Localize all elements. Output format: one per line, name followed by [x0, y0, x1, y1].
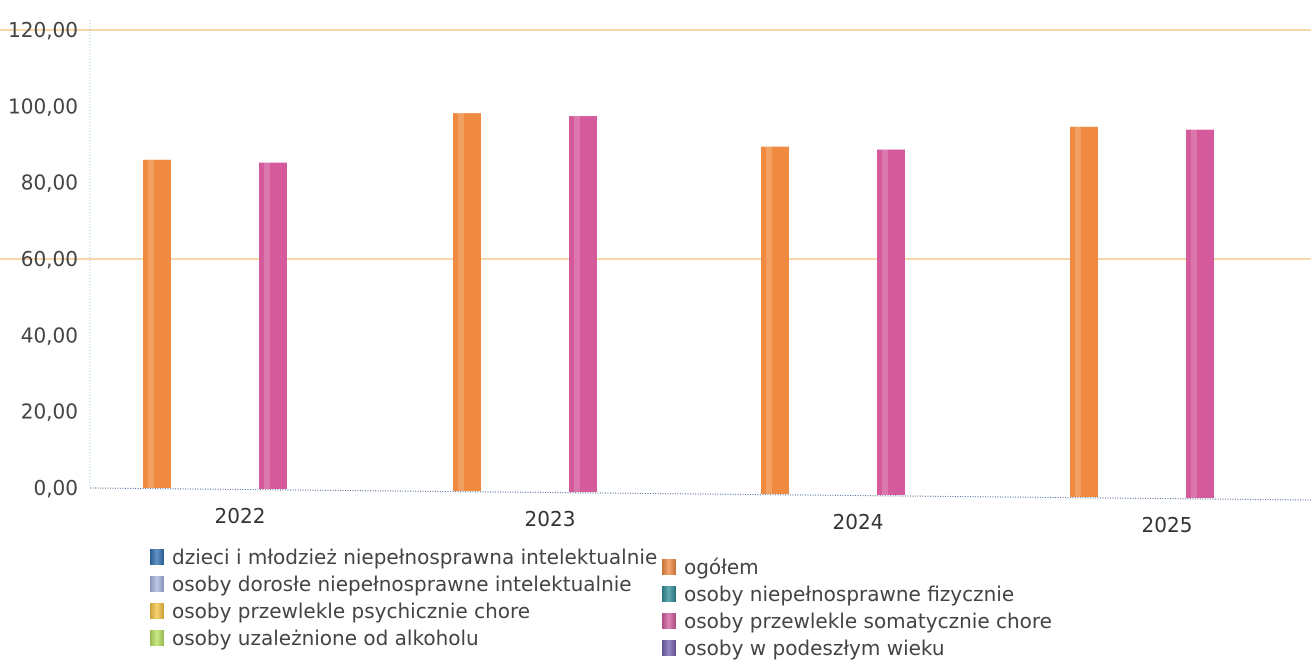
axes: [89, 20, 1311, 501]
bar: [569, 116, 597, 492]
legend-item: dzieci i młodzież niepełnosprawna intele…: [150, 545, 657, 569]
legend-swatch: [150, 576, 164, 592]
bar-highlight: [1075, 126, 1081, 498]
legend-item: osoby w podeszłym wieku: [662, 636, 945, 660]
bar-highlight: [574, 116, 580, 492]
y-tick-label: 40,00: [21, 323, 78, 347]
x-axis-ticks: 2022 2023 2024 2025: [215, 504, 1193, 537]
chart-area: 0,00 20,00 40,00 60,00 80,00 100,00 120,00 202…: [0, 18, 1311, 537]
y-tick-label: 20,00: [21, 400, 78, 424]
legend-swatch: [662, 613, 676, 629]
bar: [877, 149, 905, 495]
bar: [1070, 126, 1098, 498]
legend-item: osoby uzależnione od alkoholu: [150, 626, 479, 650]
legend-label: osoby przewlekle somatycznie chore: [684, 609, 1052, 633]
legend-swatch: [662, 559, 676, 575]
y-tick-label: 60,00: [21, 247, 78, 271]
legend-swatch: [662, 586, 676, 602]
bar: [1186, 129, 1214, 499]
bar: [761, 146, 789, 494]
bar-highlight: [148, 159, 154, 488]
legend-label: ogółem: [684, 555, 759, 579]
y-tick-label: 120,00: [8, 18, 78, 42]
x-tick-label: 2025: [1142, 513, 1193, 537]
legend-label: osoby przewlekle psychicznie chore: [172, 599, 531, 623]
x-tick-label: 2023: [525, 507, 576, 531]
bar-highlight: [882, 149, 888, 495]
legend-item: osoby dorosłe niepełnosprawne intelektua…: [150, 572, 632, 596]
bar: [259, 162, 287, 490]
x-axis-line: [89, 487, 1311, 501]
legend-label: osoby niepełnosprawne fizycznie: [684, 582, 1015, 606]
y-tick-label: 100,00: [8, 94, 78, 118]
legend-item: ogółem: [662, 555, 759, 579]
legend-label: osoby w podeszłym wieku: [684, 636, 945, 660]
bars: [143, 113, 1214, 499]
legend-swatch: [150, 630, 164, 646]
y-axis-ticks: 0,00 20,00 40,00 60,00 80,00 100,00 120,00: [8, 18, 78, 500]
bar-highlight: [458, 113, 464, 492]
legend-item: osoby przewlekle psychicznie chore: [150, 599, 530, 623]
y-tick-label: 80,00: [21, 171, 78, 195]
legend-item: osoby przewlekle somatycznie chore: [662, 609, 1052, 633]
gridlines: [0, 29, 1311, 260]
legend-label: osoby uzależnione od alkoholu: [172, 626, 479, 650]
bar-highlight: [1191, 129, 1197, 499]
legend-item: osoby niepełnosprawne fizycznie: [662, 582, 1014, 606]
y-tick-label: 0,00: [33, 476, 78, 500]
bar-chart: 0,00 20,00 40,00 60,00 80,00 100,00 120,00 202…: [0, 18, 1311, 537]
legend-swatch: [150, 603, 164, 619]
legend: dzieci i młodzież niepełnosprawna intele…: [150, 545, 1150, 660]
legend-label: osoby dorosłe niepełnosprawne intelektua…: [172, 572, 632, 596]
legend-label: dzieci i młodzież niepełnosprawna intele…: [172, 545, 658, 569]
x-tick-label: 2024: [833, 510, 884, 534]
legend-swatch: [662, 640, 676, 656]
bar: [143, 159, 171, 488]
bar: [453, 113, 481, 492]
bar-highlight: [264, 162, 270, 490]
bar-highlight: [766, 146, 772, 494]
x-tick-label: 2022: [215, 504, 266, 528]
legend-swatch: [150, 549, 164, 565]
